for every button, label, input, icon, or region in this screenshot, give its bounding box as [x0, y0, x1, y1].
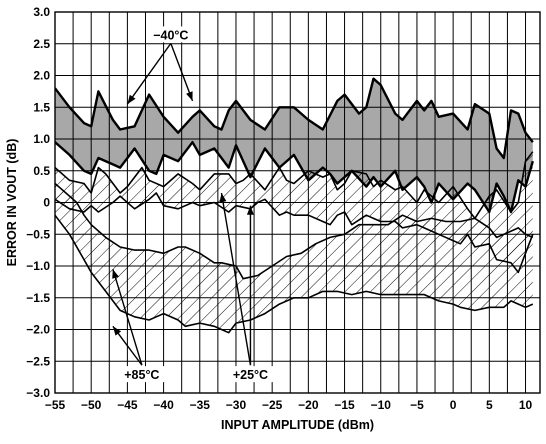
plot-frame [54, 11, 541, 394]
tick-labels: 3.0 2.5 2.0 1.5 1.0 0.5 0 −0.5 −1.0 −1.5 −2.0 −2.5 −… [26, 5, 532, 412]
y-tick-label: −2.0 [26, 323, 50, 337]
x-tick-label: −15 [334, 398, 355, 412]
annotation-arrow-line [170, 43, 194, 102]
y-tick-label: 2.0 [33, 69, 50, 83]
annotation-label: +25°C [233, 368, 268, 382]
annotation-arrow-line [220, 192, 252, 366]
x-tick-label: −30 [226, 398, 247, 412]
y-tick-label: 0.5 [33, 164, 50, 178]
x-tick-label: −25 [262, 398, 283, 412]
series-band [55, 151, 533, 273]
y-tick-label: −1.0 [26, 259, 50, 273]
x-tick-label: 0 [450, 398, 457, 412]
x-tick-label: −40 [153, 398, 174, 412]
y-tick-label: −3.0 [26, 386, 50, 400]
y-tick-label: −2.5 [26, 354, 50, 368]
series-lower-line [55, 214, 534, 334]
annotation-arrow-line [112, 268, 143, 366]
x-tick-label: −10 [371, 398, 392, 412]
annotation-arrow-head [112, 269, 119, 279]
annotation-label-bg [146, 26, 195, 43]
y-tick-label: 1.5 [33, 100, 50, 114]
y-tick-label: −1.5 [26, 291, 50, 305]
annotations: −40°C +85°C +25°C [112, 26, 275, 383]
series-upper-line [55, 151, 534, 220]
y-axis-label: ERROR IN VOUT (dB) [5, 139, 19, 267]
x-axis-label: INPUT AMPLITUDE (dBm) [221, 418, 374, 432]
annotation-arrow-head [186, 91, 193, 101]
y-tick-label: 2.5 [33, 37, 50, 51]
y-tick-label: 3.0 [33, 5, 50, 19]
annotation-label-bg [117, 366, 166, 383]
annotation-arrow-head [219, 193, 227, 203]
annotation-arrow-line [126, 42, 172, 105]
x-tick-label: 5 [486, 398, 493, 412]
annotation-label: +85°C [124, 368, 159, 382]
x-tick-label: −50 [81, 398, 102, 412]
series-curves [55, 77, 534, 334]
x-tick-label: −55 [45, 398, 66, 412]
x-tick-label: −35 [190, 398, 211, 412]
x-tick-label: −45 [117, 398, 138, 412]
x-tick-label: 10 [519, 398, 533, 412]
series-upper-line [55, 77, 534, 160]
annotation-arrow-head [127, 94, 136, 105]
x-tick-label: −20 [298, 398, 319, 412]
annotation-arrow-head [112, 326, 122, 336]
series-lower-line [55, 192, 534, 274]
y-tick-label: −0.5 [26, 227, 50, 241]
series-upper-line [55, 182, 534, 280]
annotation-arrow-head [246, 205, 254, 215]
x-tick-label: −5 [410, 398, 424, 412]
y-tick-label: 1.0 [33, 132, 50, 146]
annotation-label: −40°C [153, 28, 188, 42]
annotation-label-bg [226, 366, 275, 383]
y-tick-label: 0 [43, 196, 50, 210]
